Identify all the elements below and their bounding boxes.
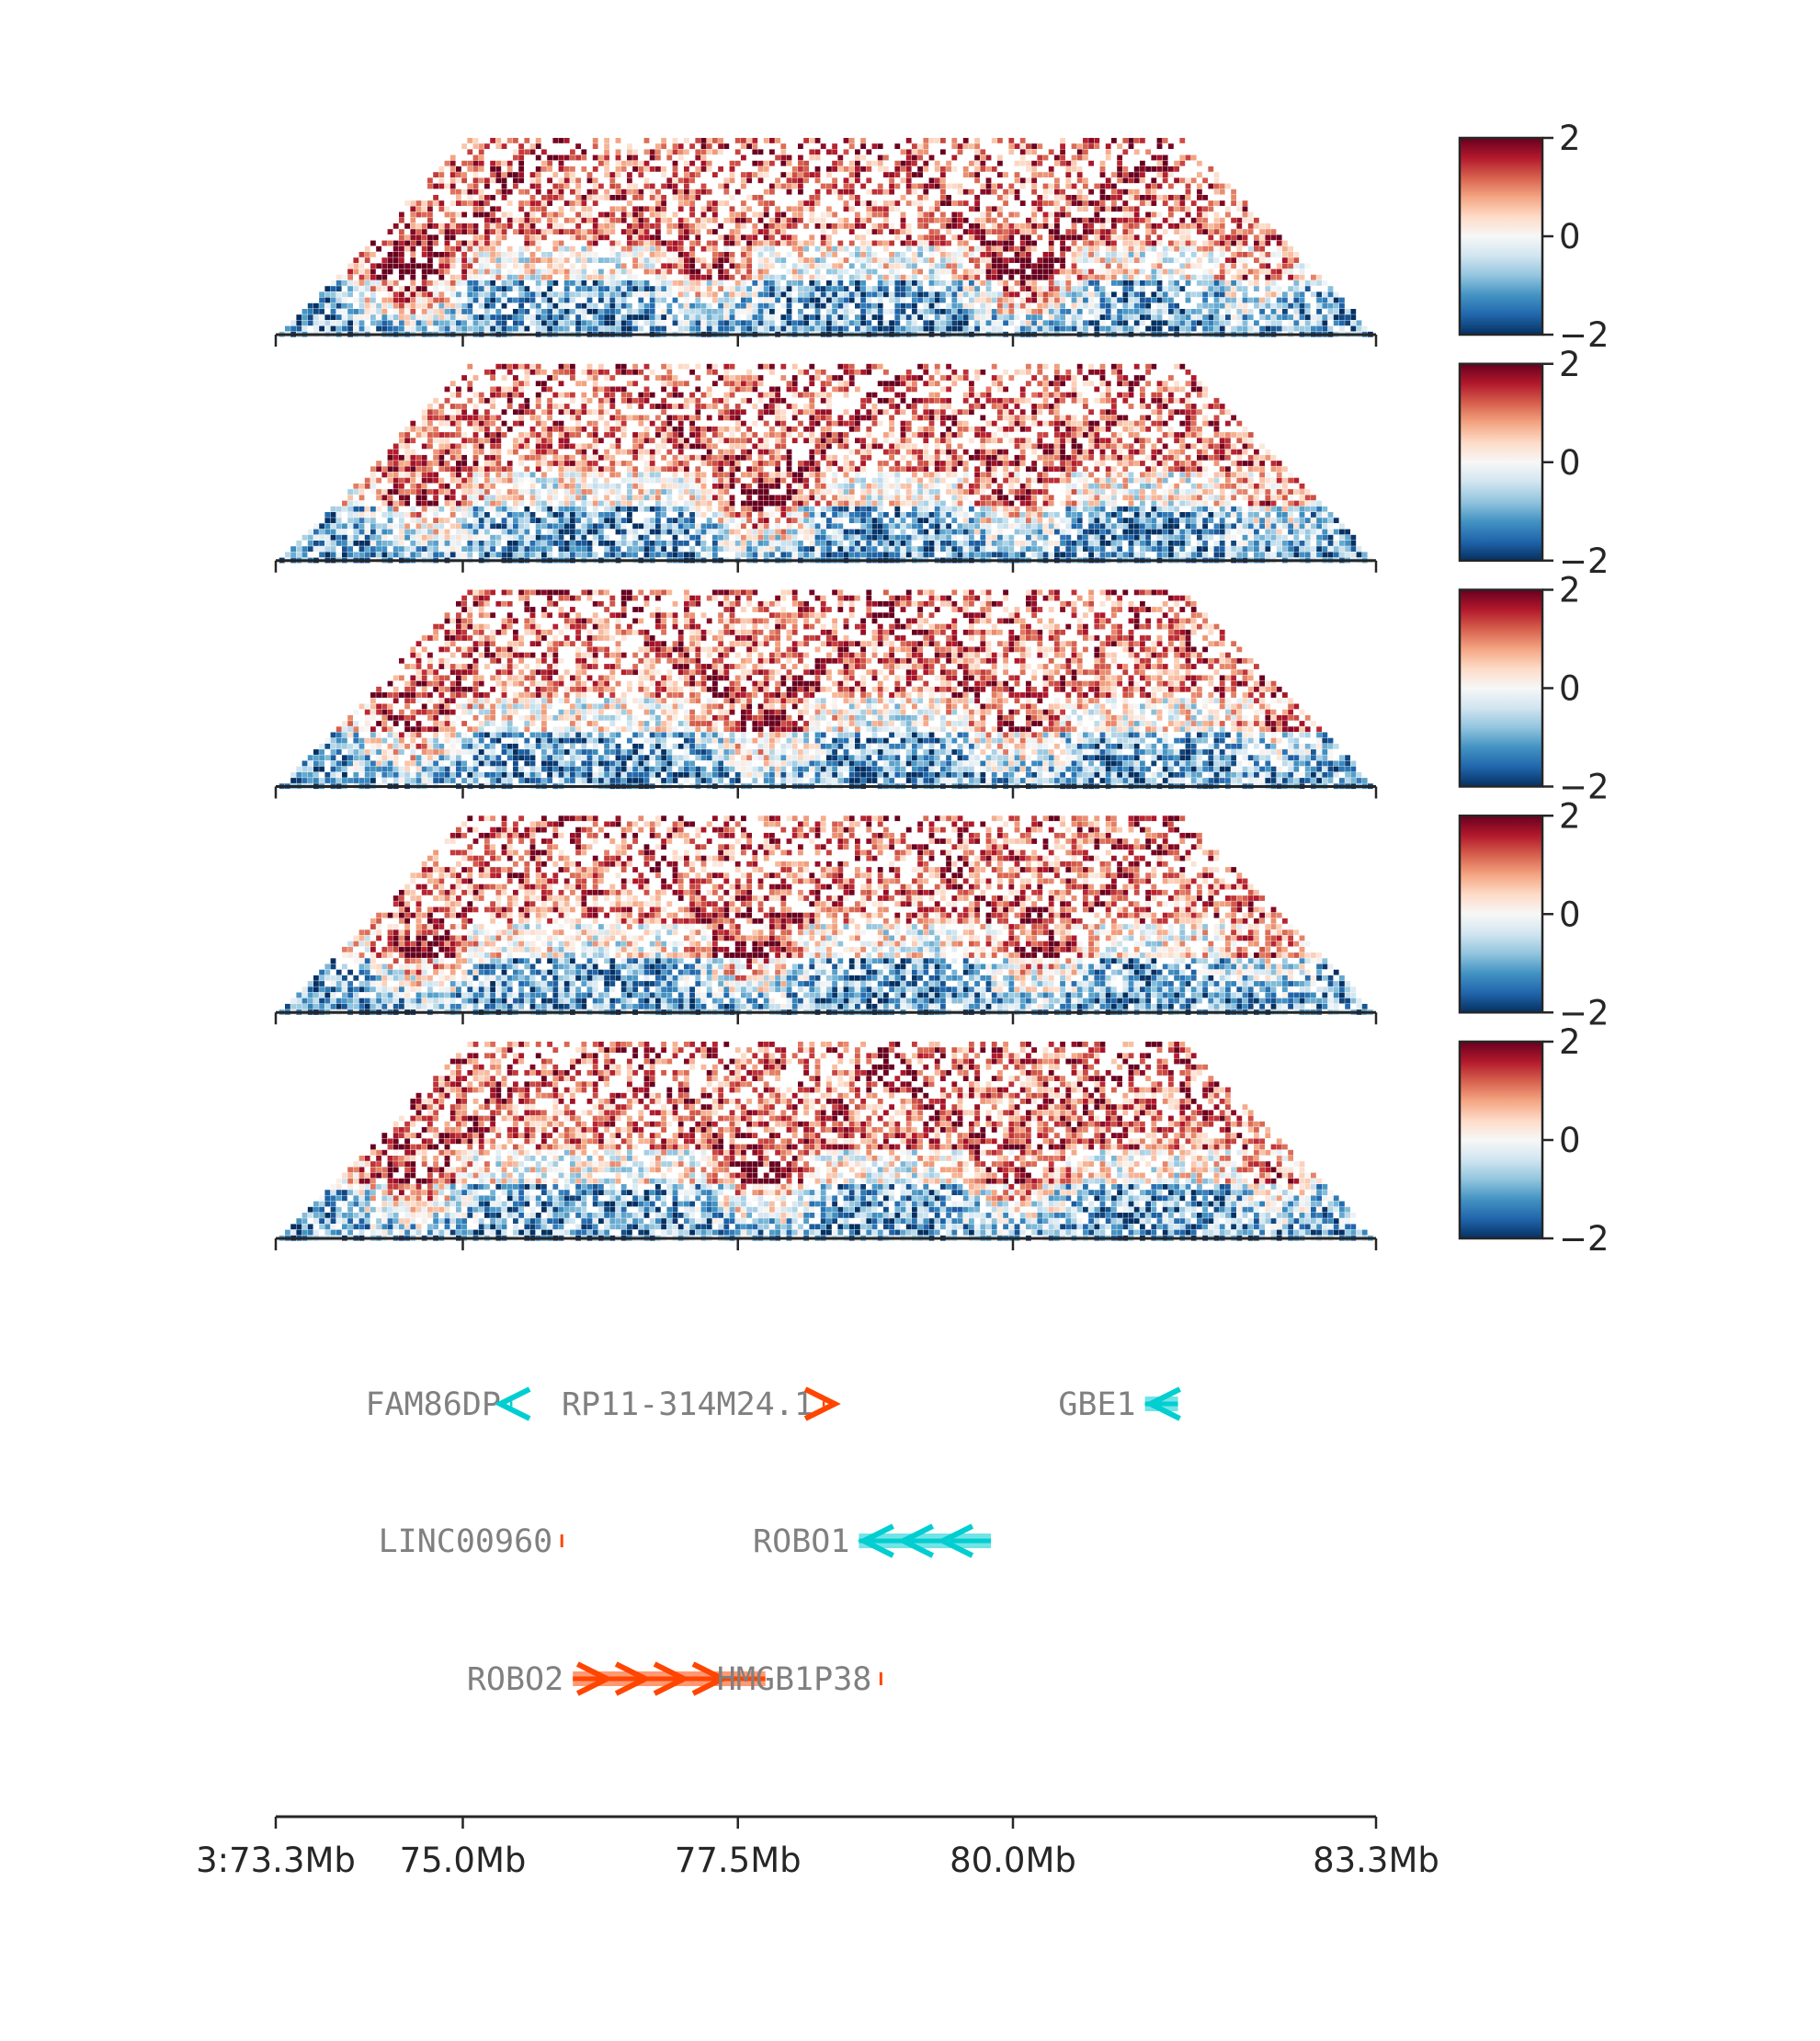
colorbar-gradient [1458, 1040, 1544, 1240]
gene-label: FAM86DP [365, 1386, 501, 1423]
heatmap-cells [279, 815, 1373, 1015]
colorbar-tick-label: −2 [1559, 768, 1610, 807]
gene-label: ROBO2 [467, 1661, 563, 1698]
axis-tick-label: 3:73.3Mb [196, 1841, 356, 1880]
gene-fam86dp: FAM86DP [365, 1386, 531, 1423]
gene-track: FAM86DP RP11-314M24.1 GBE1 LINC00960 ROBO1 RO… [365, 1386, 1181, 1698]
colorbar-tick-label: −2 [1559, 542, 1610, 581]
colorbar-tick-label: 2 [1559, 571, 1581, 610]
gene-robo2: ROBO2 [467, 1661, 766, 1698]
heatmap-panel-3 [274, 589, 1378, 799]
colorbar-tick-label: 2 [1559, 119, 1581, 158]
gene-hmgb1p38: HMGB1P38 [717, 1661, 882, 1698]
strand-arrow [494, 1386, 531, 1421]
gene-label: LINC00960 [379, 1523, 553, 1560]
strand-arrow [897, 1523, 935, 1558]
axis-tick-label: 83.3Mb [1313, 1841, 1439, 1880]
panel-axis [274, 1010, 1378, 1025]
colorbar-tick-label: 2 [1559, 796, 1581, 836]
gene-label: HMGB1P38 [717, 1661, 872, 1698]
heatmap-panel-5 [274, 1042, 1378, 1250]
panel-axis [274, 333, 1378, 347]
gene-rp11-314m24.1: RP11-314M24.1 [562, 1386, 841, 1423]
gene-robo1: ROBO1 [753, 1523, 992, 1560]
colorbar-tick-label: 0 [1559, 1121, 1581, 1160]
colorbar-tick-label: 0 [1559, 895, 1581, 934]
colorbar-tick-label: 2 [1559, 1022, 1581, 1062]
heatmap-panel-4 [274, 815, 1378, 1025]
axis-tick-label: 80.0Mb [950, 1841, 1076, 1880]
strand-arrow [857, 1523, 894, 1558]
gene-label: ROBO1 [753, 1523, 849, 1560]
gene-label: RP11-314M24.1 [562, 1386, 813, 1423]
colorbar-2: 2 0 −2 [1458, 345, 1610, 581]
colorbar-tick-label: −2 [1559, 315, 1610, 355]
colorbar-1: 2 0 −2 [1458, 119, 1610, 355]
strand-arrow [575, 1661, 614, 1696]
strand-arrow [653, 1661, 690, 1696]
colorbar-tick-label: −2 [1559, 993, 1610, 1032]
gene-linc00960: LINC00960 [379, 1523, 563, 1560]
heatmap-cells [279, 363, 1373, 564]
heatmap-panels [274, 138, 1378, 1250]
colorbar-gradient [1458, 815, 1544, 1014]
heatmap-cells [279, 589, 1373, 790]
colorbar-gradient [1458, 588, 1544, 788]
axis-tick-label: 77.5Mb [675, 1841, 802, 1880]
panel-axis [274, 785, 1378, 799]
gene-gbe1: GBE1 [1058, 1386, 1181, 1423]
colorbar-tick-label: 2 [1559, 345, 1581, 384]
strand-arrow [691, 1661, 729, 1696]
heatmap-panel-1 [274, 138, 1378, 347]
colorbars: 20−220−220−220−220−2 [1458, 119, 1610, 1259]
panel-axis [274, 1237, 1378, 1250]
axis-tick-label: 75.0Mb [400, 1841, 527, 1880]
colorbar-gradient [1458, 362, 1544, 562]
colorbar-tick-label: 0 [1559, 443, 1581, 483]
colorbar-5: 2 0 −2 [1458, 1022, 1610, 1259]
strand-arrow [803, 1386, 841, 1421]
strand-arrow [1143, 1386, 1181, 1421]
panel-axis [274, 559, 1378, 573]
heatmap-cells [279, 1042, 1373, 1241]
gene-label: GBE1 [1058, 1386, 1135, 1423]
colorbar-tick-label: 0 [1559, 217, 1581, 257]
colorbar-gradient [1458, 136, 1544, 336]
genomic-axis: 3:73.3Mb 75.0Mb 77.5Mb 80.0Mb 83.3Mb [196, 1815, 1439, 1880]
heatmap-cells [279, 138, 1373, 337]
colorbar-tick-label: 0 [1559, 669, 1581, 709]
colorbar-3: 2 0 −2 [1458, 571, 1610, 807]
colorbar-tick-label: −2 [1559, 1219, 1610, 1259]
strand-arrow [614, 1661, 652, 1696]
colorbar-4: 2 0 −2 [1458, 796, 1610, 1032]
heatmap-panel-2 [274, 363, 1378, 573]
strand-arrow [937, 1523, 974, 1558]
